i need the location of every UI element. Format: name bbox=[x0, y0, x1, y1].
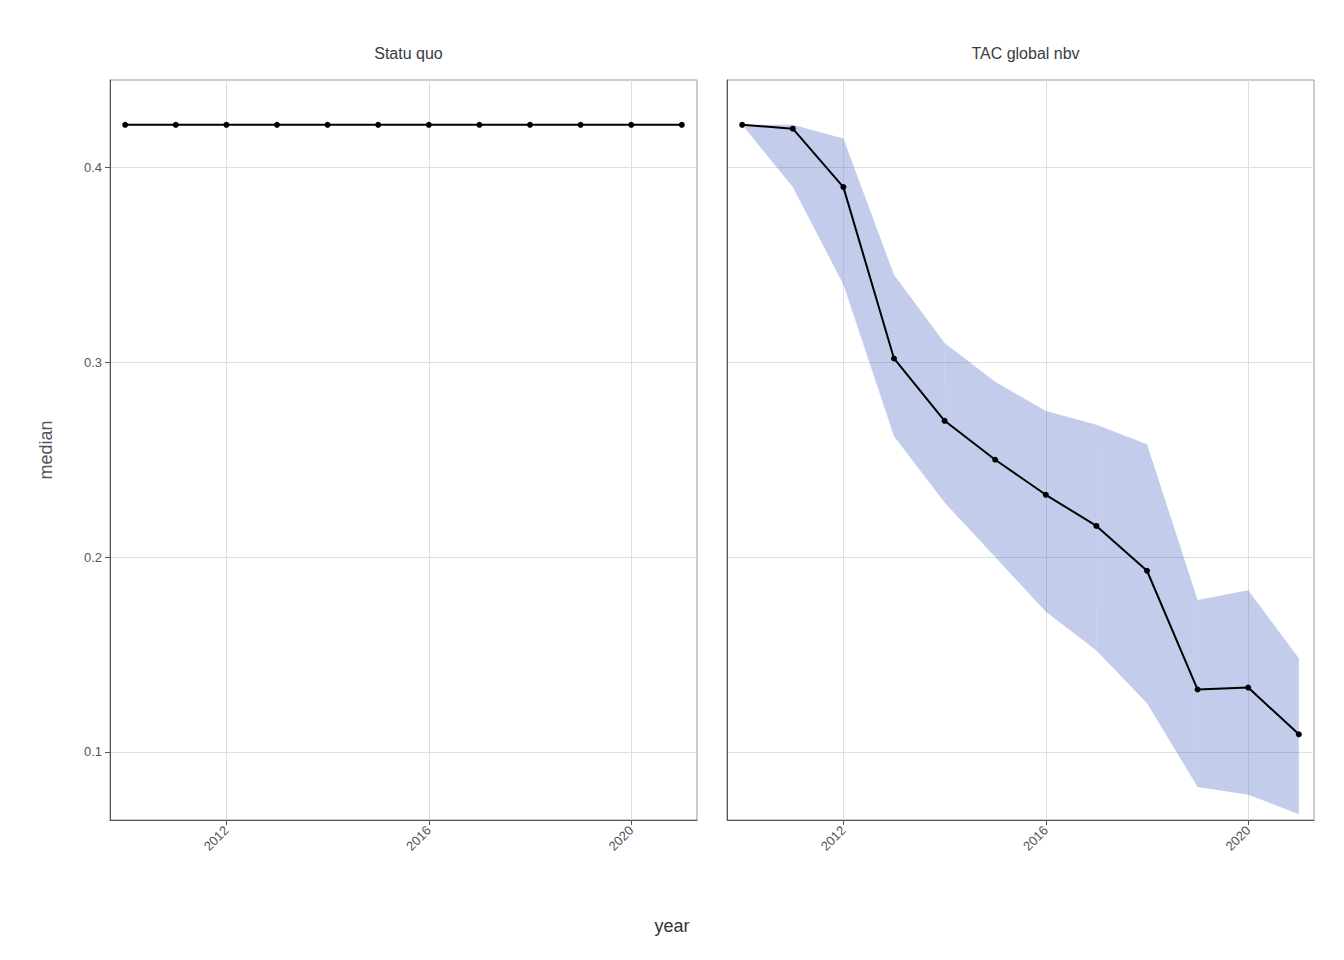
svg-text:0.2: 0.2 bbox=[84, 550, 102, 565]
svg-text:2012: 2012 bbox=[818, 823, 849, 854]
svg-text:2016: 2016 bbox=[1020, 823, 1051, 854]
svg-text:Statu quo: Statu quo bbox=[374, 45, 443, 62]
svg-text:2016: 2016 bbox=[403, 823, 434, 854]
svg-text:TAC global nbv: TAC global nbv bbox=[971, 45, 1079, 62]
svg-text:year: year bbox=[654, 916, 689, 936]
svg-text:2020: 2020 bbox=[605, 823, 636, 854]
svg-text:median: median bbox=[36, 420, 56, 479]
svg-text:0.4: 0.4 bbox=[84, 160, 102, 175]
svg-text:0.3: 0.3 bbox=[84, 355, 102, 370]
svg-text:2020: 2020 bbox=[1222, 823, 1253, 854]
svg-text:0.1: 0.1 bbox=[84, 744, 102, 759]
svg-text:2012: 2012 bbox=[201, 823, 232, 854]
